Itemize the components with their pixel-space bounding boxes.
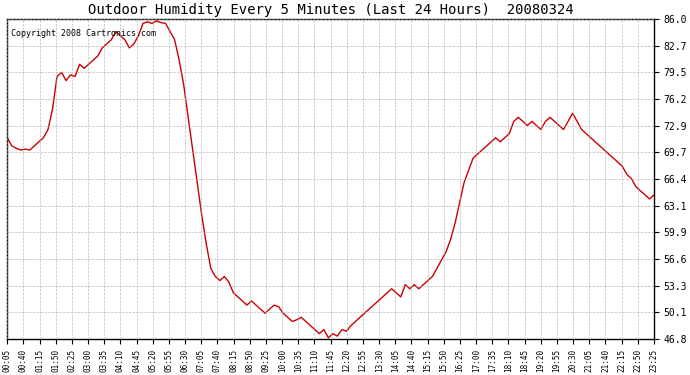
Text: Copyright 2008 Cartronics.com: Copyright 2008 Cartronics.com [10, 29, 155, 38]
Title: Outdoor Humidity Every 5 Minutes (Last 24 Hours)  20080324: Outdoor Humidity Every 5 Minutes (Last 2… [88, 3, 573, 17]
